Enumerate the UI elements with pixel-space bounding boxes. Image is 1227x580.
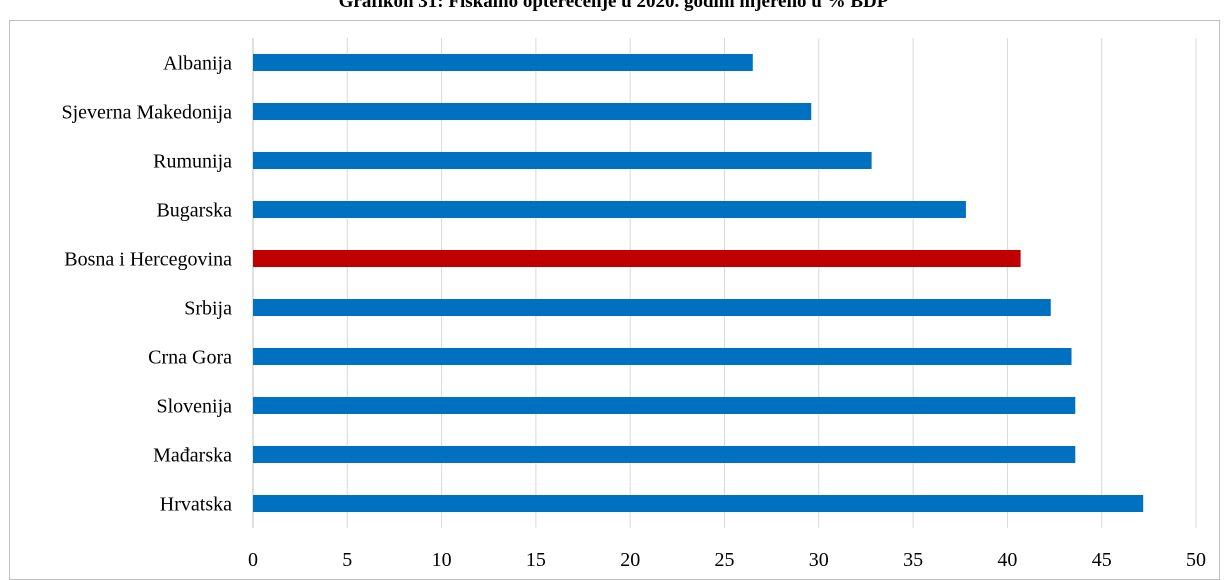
category-label: Albanija [163, 53, 232, 75]
category-label: Srbija [184, 298, 232, 320]
bar [253, 299, 1051, 316]
bar [253, 103, 812, 120]
x-tick-label: 25 [715, 549, 735, 571]
x-tick-label: 10 [432, 549, 452, 571]
category-label: Crna Gora [148, 347, 232, 369]
x-tick-label: 35 [903, 549, 923, 571]
category-label: Rumunija [153, 151, 232, 173]
bar [253, 54, 753, 71]
x-tick-label: 50 [1186, 549, 1206, 571]
category-label: Bosna i Hercegovina [64, 249, 232, 271]
category-label: Sjeverna Makedonija [62, 102, 233, 124]
x-tick-label: 0 [248, 549, 258, 571]
chart-title: Grafikon 31: Fiskalno opterećenje u 2020… [338, 0, 889, 12]
category-label: Hrvatska [160, 494, 232, 516]
x-tick-label: 45 [1092, 549, 1112, 571]
x-tick-label: 5 [342, 549, 352, 571]
x-tick-label: 15 [526, 549, 546, 571]
bar [253, 446, 1076, 463]
bar [253, 348, 1072, 365]
bar [253, 201, 966, 218]
bar [253, 250, 1021, 267]
category-label: Bugarska [156, 200, 232, 222]
x-tick-label: 40 [997, 549, 1017, 571]
bar [253, 152, 872, 169]
x-tick-label: 20 [620, 549, 640, 571]
x-tick-label: 30 [809, 549, 829, 571]
bar [253, 397, 1076, 414]
category-label: Slovenija [156, 396, 232, 418]
category-label: Mađarska [153, 445, 232, 467]
bar [253, 495, 1144, 512]
